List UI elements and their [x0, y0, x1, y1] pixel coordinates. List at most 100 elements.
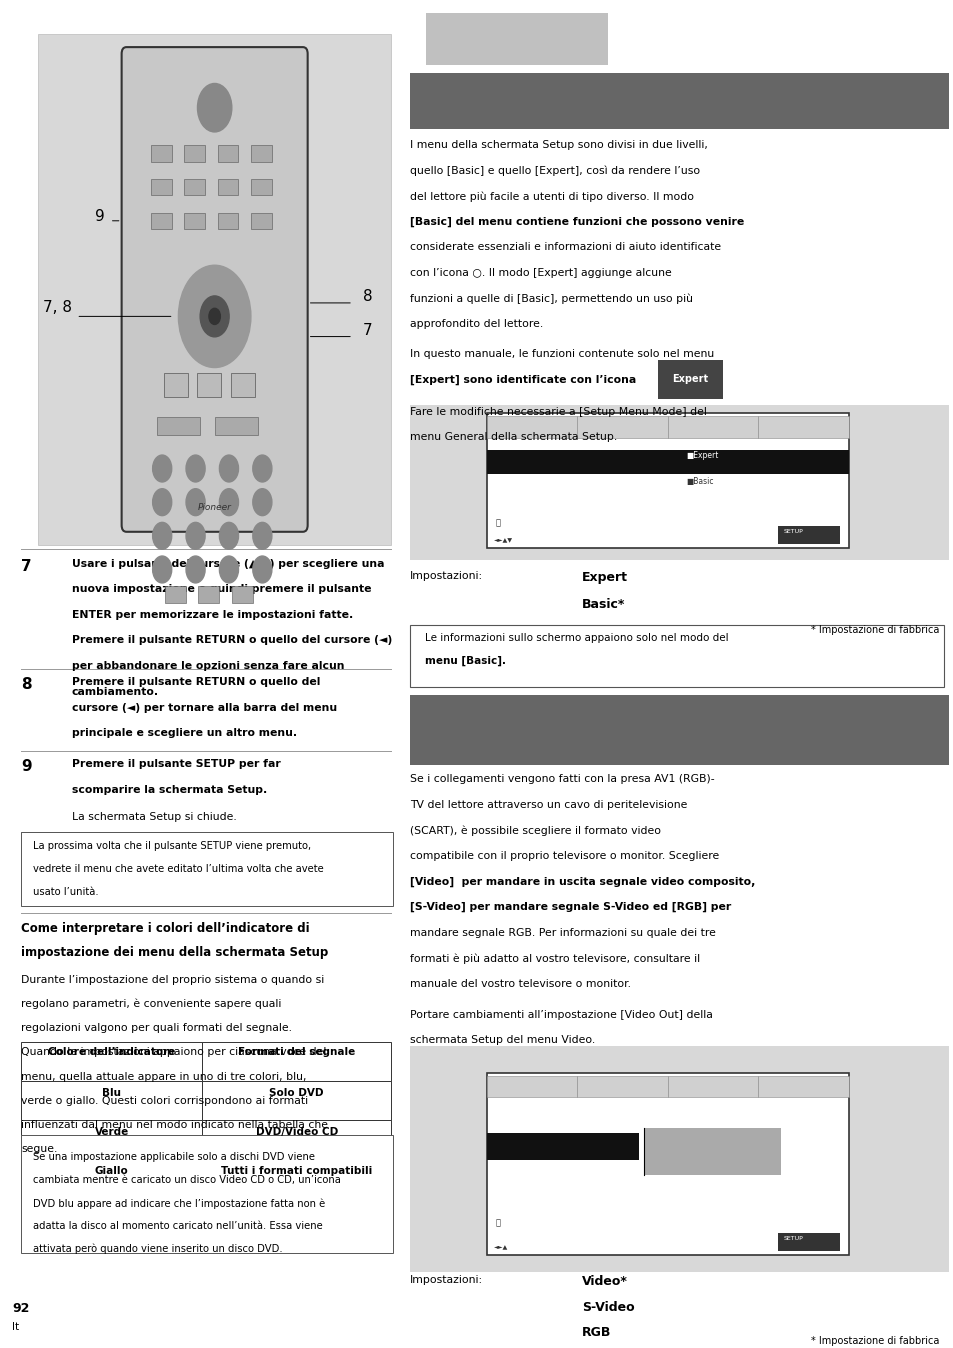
Text: Durante l’impostazione del proprio sistema o quando si: Durante l’impostazione del proprio siste… [21, 975, 324, 985]
Text: (SCART), è possibile scegliere il formato video: (SCART), è possibile scegliere il format… [410, 825, 660, 836]
Text: Impostazioni:: Impostazioni: [410, 1275, 483, 1285]
Text: I menu della schermata Setup sono divisi in due livelli,: I menu della schermata Setup sono divisi… [410, 140, 707, 150]
Bar [410, 694, 948, 764]
Circle shape [253, 555, 272, 582]
Text: S-Video: S-Video [581, 1301, 634, 1313]
Text: per abbandonare le opzioni senza fare alcun: per abbandonare le opzioni senza fare al… [71, 661, 344, 671]
Bar [486, 1134, 639, 1161]
Text: Formati del segnale: Formati del segnale [238, 1047, 355, 1057]
Bar [197, 373, 221, 398]
Text: Le informazioni sullo schermo appaiono solo nel modo del: Le informazioni sullo schermo appaiono s… [424, 632, 727, 643]
Text: * Impostazione di fabbrica: * Impostazione di fabbrica [810, 624, 939, 635]
Text: 7: 7 [21, 558, 31, 574]
Text: ⓘ: ⓘ [496, 1219, 500, 1228]
Text: Portare cambiamenti all’impostazione [Video Out] della: Portare cambiamenti all’impostazione [Vi… [410, 1010, 712, 1019]
Bar [21, 1159, 202, 1198]
Text: ■Basic: ■Basic [685, 477, 713, 485]
Bar [410, 73, 948, 129]
Text: Se una impostazione applicabile solo a dischi DVD viene: Se una impostazione applicabile solo a d… [33, 1153, 315, 1162]
Bar [21, 1081, 202, 1120]
Bar [202, 1120, 391, 1159]
Circle shape [219, 555, 238, 582]
Text: ■Expert: ■Expert [685, 452, 718, 460]
Bar [667, 1076, 758, 1097]
Text: menu, quella attuale appare in uno di tre colori, blu,: menu, quella attuale appare in uno di tr… [21, 1072, 306, 1081]
Bar [151, 179, 172, 195]
Bar [21, 1120, 202, 1159]
Bar [486, 1073, 848, 1255]
Circle shape [253, 489, 272, 516]
Text: verde o giallo. Questi colori corrispondono ai formati: verde o giallo. Questi colori corrispond… [21, 1096, 308, 1105]
Text: manuale del vostro televisore o monitor.: manuale del vostro televisore o monitor. [410, 979, 631, 989]
Circle shape [186, 489, 205, 516]
Text: regolano parametri, è conveniente sapere quali: regolano parametri, è conveniente sapere… [21, 999, 281, 1010]
Bar [151, 213, 172, 229]
Bar [577, 417, 667, 438]
Bar [214, 418, 257, 435]
Text: menu [Basic].: menu [Basic]. [424, 655, 505, 666]
Circle shape [209, 309, 220, 325]
Text: Basic*: Basic* [581, 597, 624, 611]
Bar [758, 1076, 848, 1097]
Text: SETUP: SETUP [782, 1236, 802, 1242]
Text: Quando le impostazioni appaiono per ciascuna voce del: Quando le impostazioni appaiono per cias… [21, 1047, 326, 1057]
Bar [251, 179, 272, 195]
Circle shape [152, 489, 172, 516]
Text: * Impostazione di fabbrica: * Impostazione di fabbrica [810, 1336, 939, 1345]
Bar [231, 373, 254, 398]
FancyBboxPatch shape [122, 47, 307, 532]
Text: formati è più adatto al vostro televisore, consultare il: formati è più adatto al vostro televisor… [410, 953, 700, 964]
Circle shape [197, 84, 232, 132]
Bar [251, 146, 272, 162]
Text: ◄►▲: ◄►▲ [494, 1246, 508, 1251]
Text: principale e scegliere un altro menu.: principale e scegliere un altro menu. [71, 728, 296, 739]
Circle shape [219, 523, 238, 549]
Bar [184, 146, 205, 162]
Text: La schermata Setup si chiude.: La schermata Setup si chiude. [71, 811, 236, 822]
Bar [486, 450, 848, 474]
Text: Come interpretare i colori dell’indicatore di: Come interpretare i colori dell’indicato… [21, 922, 310, 936]
Text: ◄►▲▼: ◄►▲▼ [494, 538, 513, 543]
Text: funzioni a quelle di [Basic], permettendo un uso più: funzioni a quelle di [Basic], permettend… [410, 294, 693, 305]
Text: 92: 92 [12, 1302, 30, 1314]
Text: ⓘ: ⓘ [496, 519, 500, 527]
Bar [157, 418, 200, 435]
Text: regolazioni valgono per quali formati del segnale.: regolazioni valgono per quali formati de… [21, 1023, 292, 1033]
Text: cambiamento.: cambiamento. [71, 686, 158, 697]
Text: con l’icona ○. Il modo [Expert] aggiunge alcune: con l’icona ○. Il modo [Expert] aggiunge… [410, 268, 671, 278]
Bar [38, 34, 391, 545]
Text: Verde: Verde [94, 1127, 129, 1136]
Text: usato l’unità.: usato l’unità. [33, 887, 99, 898]
Bar [643, 1128, 781, 1175]
Bar [151, 146, 172, 162]
Text: 8: 8 [362, 290, 372, 305]
Text: 9: 9 [21, 759, 31, 774]
Bar [486, 414, 848, 547]
Text: impostazione dei menu della schermata Setup: impostazione dei menu della schermata Se… [21, 946, 328, 960]
Bar [21, 1042, 202, 1081]
Bar [217, 179, 238, 195]
Text: 8: 8 [21, 677, 31, 692]
Bar [165, 585, 186, 603]
Text: [S-Video] per mandare segnale S-Video ed [RGB] per: [S-Video] per mandare segnale S-Video ed… [410, 902, 731, 913]
Bar [426, 13, 607, 65]
Circle shape [253, 456, 272, 483]
Circle shape [152, 456, 172, 483]
Bar [217, 213, 238, 229]
Circle shape [219, 456, 238, 483]
Bar [21, 832, 393, 906]
Bar [217, 146, 238, 162]
Text: quello [Basic] e quello [Expert], così da rendere l’uso: quello [Basic] e quello [Expert], così d… [410, 166, 700, 177]
Text: 7, 8: 7, 8 [43, 301, 71, 315]
Bar [410, 1046, 948, 1273]
Circle shape [200, 297, 229, 337]
Text: Usare i pulsanti del cursore (▲/▼) per scegliere una: Usare i pulsanti del cursore (▲/▼) per s… [71, 558, 384, 569]
Text: Colore dell’indicatore: Colore dell’indicatore [48, 1047, 175, 1057]
Text: Video*: Video* [581, 1275, 627, 1287]
Circle shape [219, 489, 238, 516]
Bar [164, 373, 188, 398]
Bar [777, 1233, 839, 1251]
Text: compatibile con il proprio televisore o monitor. Scegliere: compatibile con il proprio televisore o … [410, 851, 719, 861]
Bar [251, 213, 272, 229]
Text: 9: 9 [95, 209, 105, 224]
